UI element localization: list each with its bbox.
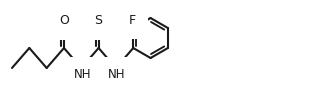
Text: S: S — [95, 14, 103, 28]
Text: NH: NH — [74, 68, 91, 82]
Text: F: F — [129, 14, 136, 26]
Text: O: O — [59, 14, 69, 28]
Text: NH: NH — [108, 68, 126, 82]
